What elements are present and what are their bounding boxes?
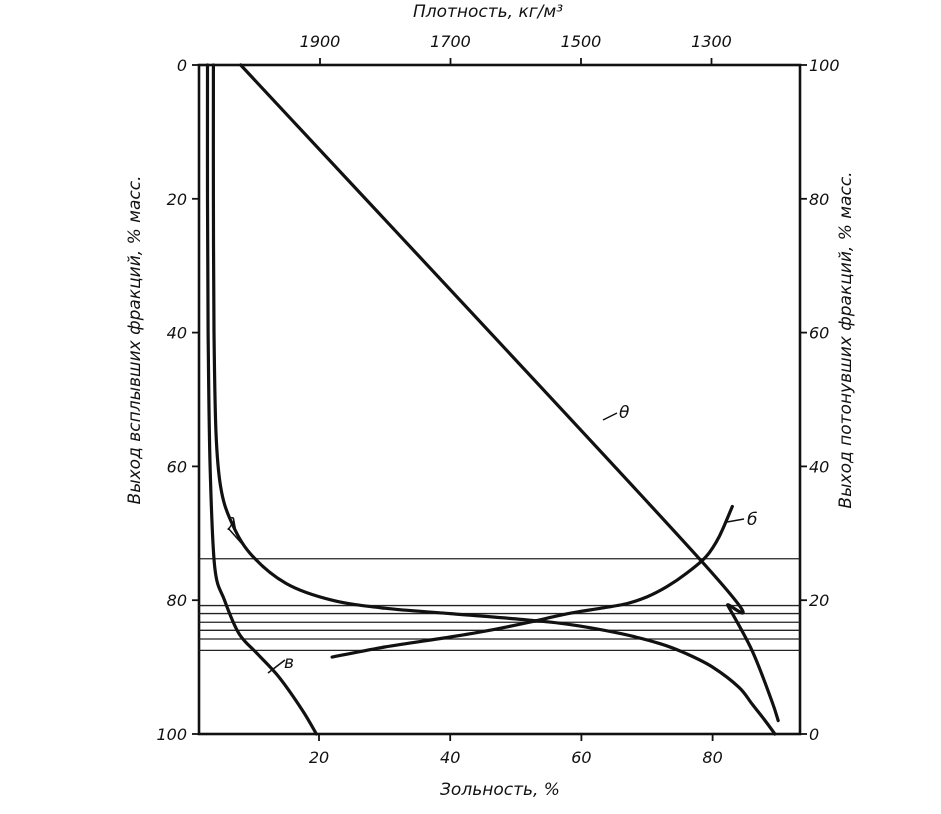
right-tick-label-60: 60 <box>809 324 829 343</box>
left-tick-label-20: 20 <box>167 190 187 209</box>
x-bottom-axis-title: Зольность, % <box>440 780 560 800</box>
left-tick-label-40: 40 <box>167 324 187 343</box>
curve-series-1 <box>205 63 318 736</box>
bottom-tick-label-80: 80 <box>702 748 722 767</box>
curve-series-0 <box>211 63 777 736</box>
right-tick-label-100: 100 <box>809 56 840 75</box>
bottom-tick-label-20: 20 <box>309 748 329 767</box>
bottom-tick-label-60: 60 <box>571 748 591 767</box>
top-tick-label-1300: 1300 <box>691 32 732 51</box>
svg-text:в: в <box>284 653 294 673</box>
left-tick-label-0: 0 <box>177 56 187 75</box>
curve-label-theta: θ <box>602 403 630 423</box>
right-tick-label-0: 0 <box>809 725 819 744</box>
curve-label-v: в <box>267 653 294 674</box>
right-tick-label-20: 20 <box>809 591 829 610</box>
curve-series-4 <box>726 604 780 723</box>
curve-label-lambda: λ <box>227 515 244 546</box>
top-tick-label-1500: 1500 <box>561 32 602 51</box>
svg-text:б: б <box>747 510 757 530</box>
left-tick-label-60: 60 <box>167 457 187 476</box>
curve-series-2 <box>330 504 734 659</box>
top-tick-label-1900: 1900 <box>300 32 341 51</box>
x-top-axis-title: Плотность, кг/м³ <box>413 2 563 22</box>
right-tick-label-40: 40 <box>809 457 829 476</box>
fraction-boundary-lines <box>199 558 800 652</box>
svg-text:λ: λ <box>227 515 238 535</box>
curve-label-b: б <box>726 510 757 530</box>
curve-series-3 <box>239 63 745 615</box>
right-tick-label-80: 80 <box>809 190 829 209</box>
bottom-tick-label-40: 40 <box>440 748 460 767</box>
left-tick-label-80: 80 <box>167 591 187 610</box>
top-tick-label-1700: 1700 <box>430 32 471 51</box>
y-left-axis-title: Выход всплывших фракций, % масс. <box>125 176 145 505</box>
y-right-axis-title: Выход потонувших фракций, % масс. <box>836 171 856 508</box>
left-tick-label-100: 100 <box>156 725 187 744</box>
ticks-layer: 0 20 40 60 80 100 100 80 60 40 20 0 20 40 60 80 1900 1700… <box>156 32 839 767</box>
curves-layer <box>205 63 780 736</box>
svg-text:θ: θ <box>619 403 630 423</box>
plot-frame <box>197 63 802 736</box>
